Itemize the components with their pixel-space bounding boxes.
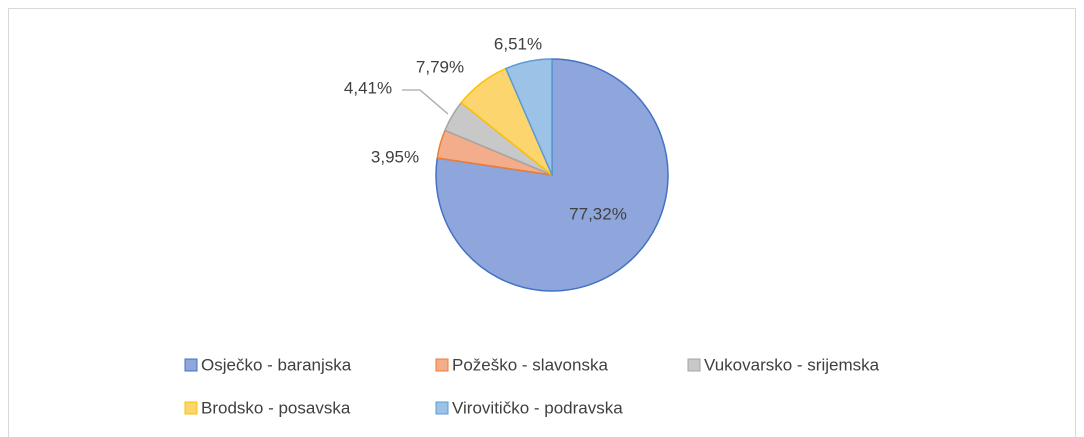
legend-swatch	[184, 358, 198, 372]
data-label: 3,95%	[371, 147, 419, 166]
pie-slice	[504, 58, 553, 176]
legend-label: Vukovarsko - srijemska	[704, 355, 880, 374]
data-label: 7,79%	[416, 57, 464, 76]
legend-label: Brodsko - posavska	[201, 398, 351, 417]
data-label: 6,51%	[494, 34, 542, 53]
legend-swatch	[435, 358, 449, 372]
legend-label: Osječko - baranjska	[201, 355, 352, 374]
legend-swatch	[687, 358, 701, 372]
legend-swatch	[435, 401, 449, 415]
legend-label: Požeško - slavonska	[452, 355, 608, 374]
data-label: 77,32%	[569, 204, 627, 223]
legend-label: Virovitičko - podravska	[452, 398, 623, 417]
pie-slice	[435, 58, 669, 292]
data-label: 4,41%	[344, 78, 392, 97]
legend-swatch	[184, 401, 198, 415]
leader-line	[402, 89, 449, 115]
